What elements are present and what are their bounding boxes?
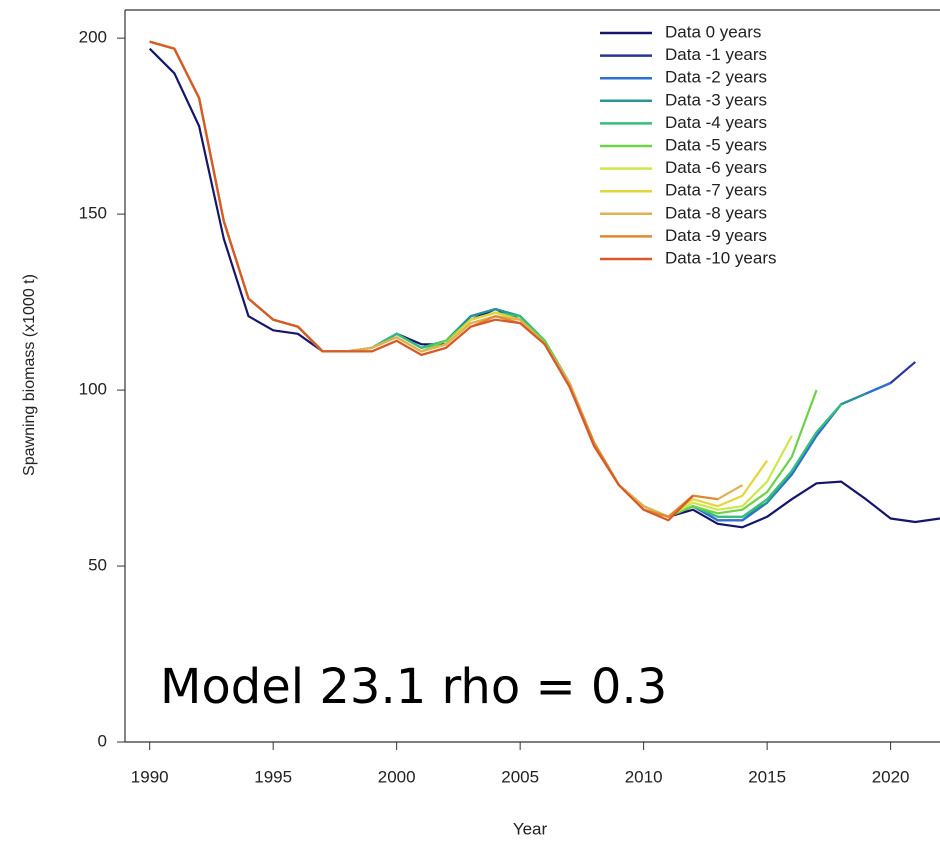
legend-label: Data -1 years xyxy=(665,45,767,64)
y-tick-label: 150 xyxy=(79,204,107,223)
x-tick-label: 1990 xyxy=(131,767,169,786)
series-line xyxy=(149,40,892,522)
x-tick-label: 2020 xyxy=(872,767,910,786)
x-tick-label: 1995 xyxy=(254,767,292,786)
x-tick-label: 2015 xyxy=(748,767,786,786)
series-line xyxy=(149,40,917,522)
legend-label: Data -5 years xyxy=(665,135,767,154)
legend-label: Data -8 years xyxy=(665,203,767,222)
series-line xyxy=(148,47,940,529)
legend-label: Data -9 years xyxy=(665,226,767,245)
y-tick-label: 200 xyxy=(79,28,107,47)
y-tick-label: 100 xyxy=(79,380,107,399)
legend-label: Data 0 years xyxy=(665,22,761,41)
x-tick-label: 2005 xyxy=(501,767,539,786)
legend-label: Data -2 years xyxy=(665,68,767,87)
legend-label: Data -3 years xyxy=(665,90,767,109)
y-tick-label: 0 xyxy=(98,731,107,750)
series-line xyxy=(149,40,743,518)
series-line xyxy=(149,40,718,518)
x-tick-label: 2000 xyxy=(378,767,416,786)
series-line xyxy=(149,40,694,522)
annotation: Model 23.1 rho = 0.3 xyxy=(160,659,667,715)
y-tick-label: 50 xyxy=(88,556,107,575)
legend-label: Data -10 years xyxy=(665,248,777,267)
x-tick-label: 2010 xyxy=(625,767,663,786)
legend-label: Data -4 years xyxy=(665,113,767,132)
x-axis-label: Year xyxy=(513,819,548,838)
legend-label: Data -7 years xyxy=(665,181,767,200)
y-axis-label: Spawning biomass (x1000 t) xyxy=(21,274,38,476)
legend-label: Data -6 years xyxy=(665,158,767,177)
